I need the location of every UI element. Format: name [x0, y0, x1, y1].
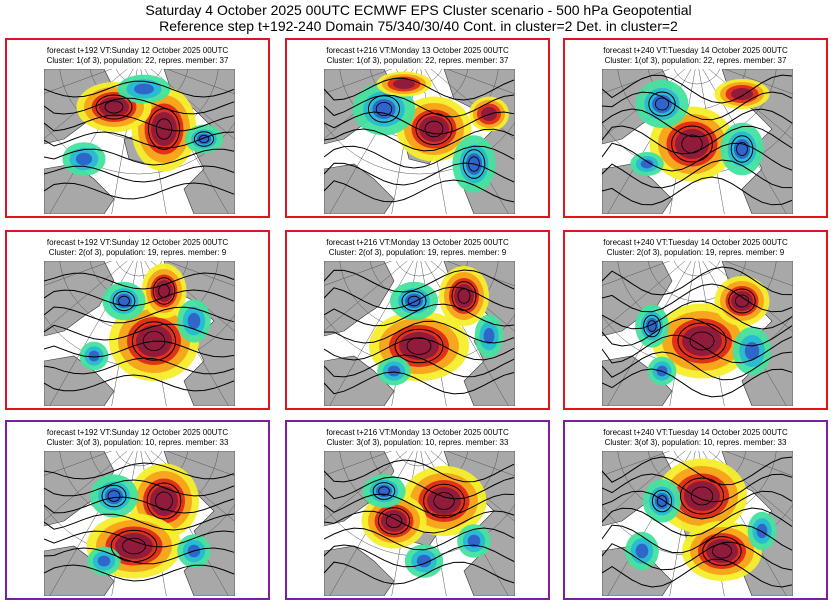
land-mass [44, 261, 115, 337]
anomaly-map [44, 69, 235, 214]
anomaly-map [324, 451, 515, 596]
panel-cluster-caption: Cluster: 2(of 3), population: 19, repres… [606, 248, 785, 257]
geopotential-contours [602, 456, 793, 588]
geopotential-contours [602, 266, 793, 398]
panel-forecast-caption: forecast t+192 VT:Sunday 12 October 2025… [46, 428, 229, 437]
panel-forecast-caption: forecast t+216 VT:Monday 13 October 2025… [326, 428, 509, 437]
anomaly-map [602, 69, 793, 214]
panel-cluster-caption: Cluster: 3(of 3), population: 10, repres… [46, 438, 229, 447]
figure-header: Saturday 4 October 2025 00UTC ECMWF EPS … [0, 0, 837, 34]
anomaly-shading [361, 466, 491, 578]
anomaly-shading [625, 458, 777, 581]
geopotential-contours [44, 80, 235, 200]
cluster-panel: forecast t+192 VT:Sunday 12 October 2025… [5, 420, 270, 600]
geopotential-contours [44, 462, 235, 582]
cluster-panel: forecast t+216 VT:Monday 13 October 2025… [285, 38, 550, 218]
anomaly-map [324, 69, 515, 214]
map-graphic [324, 69, 515, 214]
geopotential-contours [324, 77, 515, 203]
map-graphic [324, 451, 515, 596]
panel-cluster-caption: Cluster: 1(of 3), population: 22, repres… [326, 56, 509, 65]
panel-forecast-caption: forecast t+240 VT:Tuesday 14 October 202… [603, 428, 788, 437]
panel-cluster-caption: Cluster: 2(of 3), population: 19, repres… [328, 248, 507, 257]
cluster-panel: forecast t+240 VT:Tuesday 14 October 202… [563, 230, 828, 410]
anomaly-shading [352, 71, 509, 193]
cluster-panel: forecast t+216 VT:Monday 13 October 2025… [285, 420, 550, 600]
panel-cluster-caption: Cluster: 1(of 3), population: 22, repres… [46, 56, 229, 65]
panel-cluster-caption: Cluster: 1(of 3), population: 22, repres… [604, 56, 787, 65]
map-graphic [44, 261, 235, 406]
land-mass [324, 163, 395, 214]
cluster-panel: forecast t+240 VT:Tuesday 14 October 202… [563, 38, 828, 218]
figure-title: Saturday 4 October 2025 00UTC ECMWF EPS … [145, 2, 692, 18]
panel-forecast-caption: forecast t+240 VT:Tuesday 14 October 202… [603, 46, 788, 55]
cluster-panel: forecast t+216 VT:Monday 13 October 2025… [285, 230, 550, 410]
cluster-panel: forecast t+192 VT:Sunday 12 October 2025… [5, 38, 270, 218]
panel-cluster-caption: Cluster: 3(of 3), population: 10, repres… [326, 438, 509, 447]
anomaly-map [602, 261, 793, 406]
land-mass [324, 355, 395, 406]
map-graphic [44, 69, 235, 214]
land-mass [44, 355, 115, 406]
panel-forecast-caption: forecast t+216 VT:Monday 13 October 2025… [326, 46, 509, 55]
panel-forecast-caption: forecast t+192 VT:Sunday 12 October 2025… [46, 46, 229, 55]
panel-cluster-caption: Cluster: 2(of 3), population: 19, repres… [48, 248, 227, 257]
land-mass [44, 545, 115, 596]
map-graphic [602, 451, 793, 596]
geopotential-contours [602, 74, 793, 206]
panel-forecast-caption: forecast t+240 VT:Tuesday 14 October 202… [603, 238, 788, 247]
land-mass [163, 261, 235, 406]
anomaly-map [44, 261, 235, 406]
figure-subtitle: Reference step t+192-240 Domain 75/340/3… [159, 18, 678, 34]
panel-forecast-caption: forecast t+216 VT:Monday 13 October 2025… [326, 238, 509, 247]
geopotential-contours [324, 459, 515, 585]
map-graphic [602, 261, 793, 406]
anomaly-shading [86, 463, 211, 579]
map-graphic [324, 261, 515, 406]
anomaly-map [602, 451, 793, 596]
map-graphic [44, 451, 235, 596]
cluster-panel: forecast t+192 VT:Sunday 12 October 2025… [5, 230, 270, 410]
anomaly-shading [630, 79, 770, 182]
map-graphic [602, 69, 793, 214]
geopotential-contours [44, 272, 235, 392]
geopotential-contours [324, 269, 515, 395]
anomaly-map [44, 451, 235, 596]
cluster-panel: forecast t+240 VT:Tuesday 14 October 202… [563, 420, 828, 600]
anomaly-map [324, 261, 515, 406]
panel-forecast-caption: forecast t+192 VT:Sunday 12 October 2025… [46, 238, 229, 247]
panel-cluster-caption: Cluster: 3(of 3), population: 10, repres… [604, 438, 787, 447]
